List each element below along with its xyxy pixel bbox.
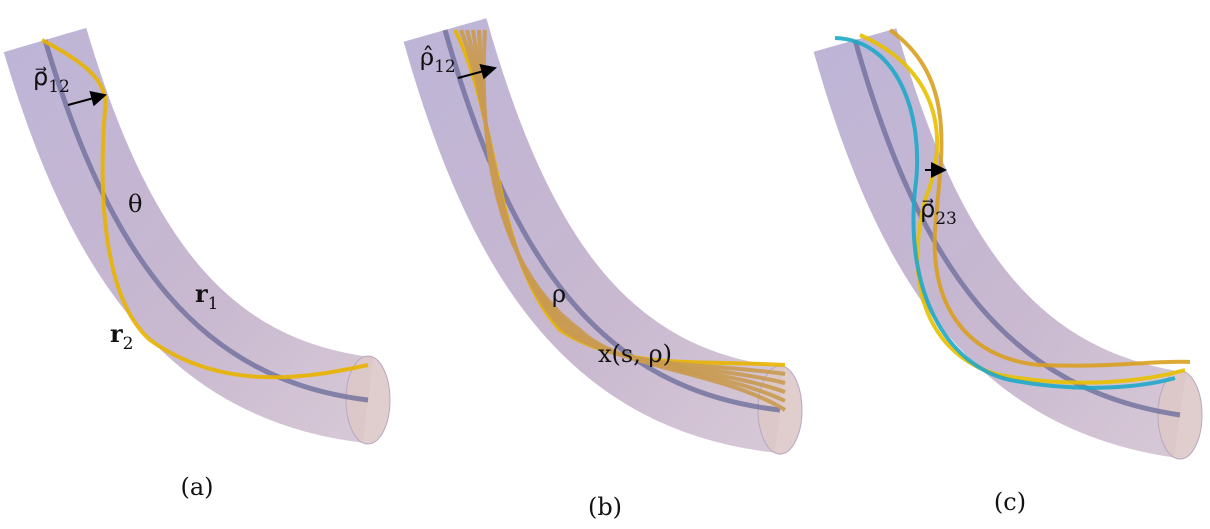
annotation: x(s, ρ) — [598, 340, 672, 368]
subscript: 2 — [123, 334, 134, 354]
symbol: θ — [128, 190, 142, 218]
symbol: ρ⃗ — [33, 63, 48, 91]
panel: (c) ρ⃗23 — [835, 30, 1202, 516]
annotation: r2 — [110, 319, 133, 354]
panel-label: (b) — [588, 493, 622, 521]
subscript: 1 — [208, 294, 219, 314]
symbol: r — [110, 319, 123, 348]
annotation: ρ — [552, 280, 566, 308]
symbol: ρ — [552, 280, 566, 308]
figure: (a)ρ⃗12θr1r2(b)ρ̂12ρx(s, ρ)(c)ρ⃗23 — [0, 0, 1210, 529]
symbol: x(s, ρ) — [598, 340, 672, 368]
symbol: ρ̂ — [420, 43, 434, 71]
symbol: ρ⃗ — [920, 195, 935, 223]
panel: (b) ρ̂12 ρ x(s, ρ) — [420, 30, 802, 521]
subscript: 12 — [434, 57, 456, 77]
subscript: 23 — [935, 209, 957, 229]
panel-label: (c) — [994, 488, 1026, 516]
tube — [45, 40, 368, 400]
tube — [855, 40, 1180, 415]
panel-label: (a) — [180, 473, 213, 501]
annotation: θ — [128, 190, 142, 218]
subscript: 12 — [48, 77, 70, 97]
symbol: r — [195, 279, 208, 308]
